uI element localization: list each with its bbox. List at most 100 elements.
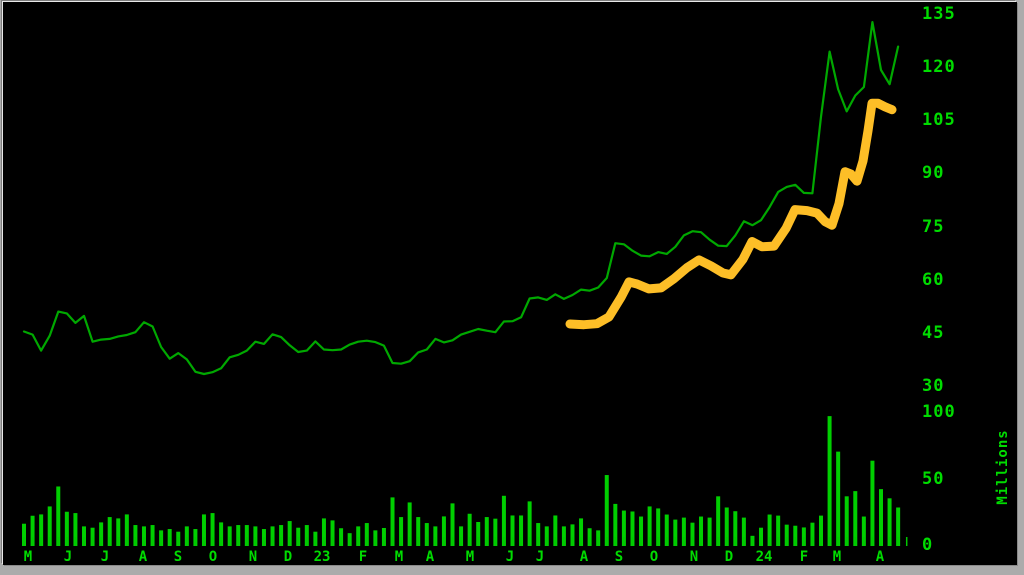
volume-bar — [399, 517, 404, 546]
price-axis-label: 60 — [922, 269, 945, 290]
volume-bar — [553, 515, 558, 546]
volume-bar — [647, 506, 652, 546]
volume-bar — [493, 518, 498, 546]
week-tick — [580, 537, 582, 546]
volume-bar — [476, 521, 481, 546]
volume-bar — [124, 514, 129, 546]
month-label: M — [23, 549, 33, 565]
volume-bar — [107, 517, 112, 546]
week-tick — [683, 537, 685, 546]
week-tick — [177, 537, 180, 546]
week-tick — [691, 537, 694, 546]
volume-bar — [56, 486, 61, 546]
week-tick — [768, 537, 771, 546]
volume-axis-label: 50 — [922, 468, 945, 489]
price-axis-label: 45 — [922, 322, 945, 343]
week-tick — [597, 537, 599, 546]
price-axis-label: 90 — [922, 163, 945, 184]
week-tick — [631, 537, 634, 546]
week-tick — [666, 537, 668, 546]
week-tick — [194, 537, 197, 546]
week-tick — [588, 537, 591, 546]
month-label: D — [283, 549, 293, 565]
week-tick — [657, 537, 659, 546]
week-tick — [794, 537, 797, 546]
week-tick — [623, 537, 625, 546]
week-tick — [134, 537, 137, 546]
volume-bar — [810, 522, 815, 546]
week-tick — [871, 537, 874, 546]
volume-bar — [407, 502, 412, 546]
volume-bar — [733, 511, 738, 546]
week-tick — [331, 537, 334, 546]
week-tick — [314, 537, 317, 546]
volume-bar — [776, 515, 781, 546]
volume-bar — [793, 525, 798, 546]
week-tick — [614, 537, 617, 546]
week-tick — [340, 537, 342, 546]
volume-bar — [853, 491, 858, 546]
volume-bar — [544, 526, 549, 546]
price-axis-label: 120 — [922, 57, 956, 78]
volume-bar — [81, 526, 86, 546]
week-tick — [546, 537, 548, 546]
volume-bars-group — [22, 416, 901, 546]
week-tick — [417, 537, 419, 546]
week-tick — [348, 537, 351, 546]
trend-highlight-line — [565, 98, 897, 330]
volume-bar — [707, 517, 712, 546]
volume-bar — [73, 513, 78, 546]
volume-bar — [236, 525, 241, 546]
volume-bar — [759, 527, 764, 546]
week-tick — [837, 537, 839, 546]
week-tick — [528, 537, 531, 546]
week-tick — [511, 537, 514, 546]
volume-bar — [656, 508, 661, 546]
volume-bar — [536, 523, 541, 546]
volume-bar — [184, 526, 189, 546]
volume-bar — [621, 510, 626, 546]
month-label: A — [579, 549, 589, 565]
price-line — [22, 21, 900, 376]
week-tick — [477, 537, 479, 546]
week-tick — [237, 537, 239, 546]
week-tick — [777, 537, 779, 546]
week-tick — [366, 537, 368, 546]
volume-bar — [870, 460, 875, 546]
month-label: O — [649, 549, 659, 565]
week-tick — [434, 537, 437, 546]
volume-bar — [741, 517, 746, 546]
volume-bar — [330, 520, 335, 546]
price-axis-label: 75 — [922, 216, 945, 237]
volume-bar — [630, 511, 635, 546]
volume-bar — [304, 525, 309, 546]
week-tick — [905, 537, 908, 546]
volume-bar — [767, 514, 772, 546]
volume-bar — [30, 515, 35, 546]
volume-bar — [570, 524, 575, 546]
volume-bar — [801, 527, 806, 546]
month-label: J — [63, 549, 73, 565]
week-tick — [743, 537, 745, 546]
volume-bar — [450, 503, 455, 546]
chart-panel — [3, 2, 1017, 565]
week-tick — [23, 537, 25, 546]
week-tick — [854, 537, 857, 546]
week-tick — [160, 537, 162, 546]
week-tick — [374, 537, 377, 546]
week-tick — [785, 537, 788, 546]
volume-bar — [724, 507, 729, 546]
week-tick — [460, 537, 462, 546]
week-tick — [734, 537, 737, 546]
volume-bar — [424, 523, 429, 546]
week-tick — [168, 537, 171, 546]
volume-bar — [253, 526, 258, 546]
volume-bar — [604, 475, 609, 546]
month-label: J — [100, 549, 110, 565]
week-tick — [91, 537, 94, 546]
volume-bar — [844, 496, 849, 546]
volume-bar — [244, 525, 249, 546]
week-tick — [811, 537, 814, 546]
